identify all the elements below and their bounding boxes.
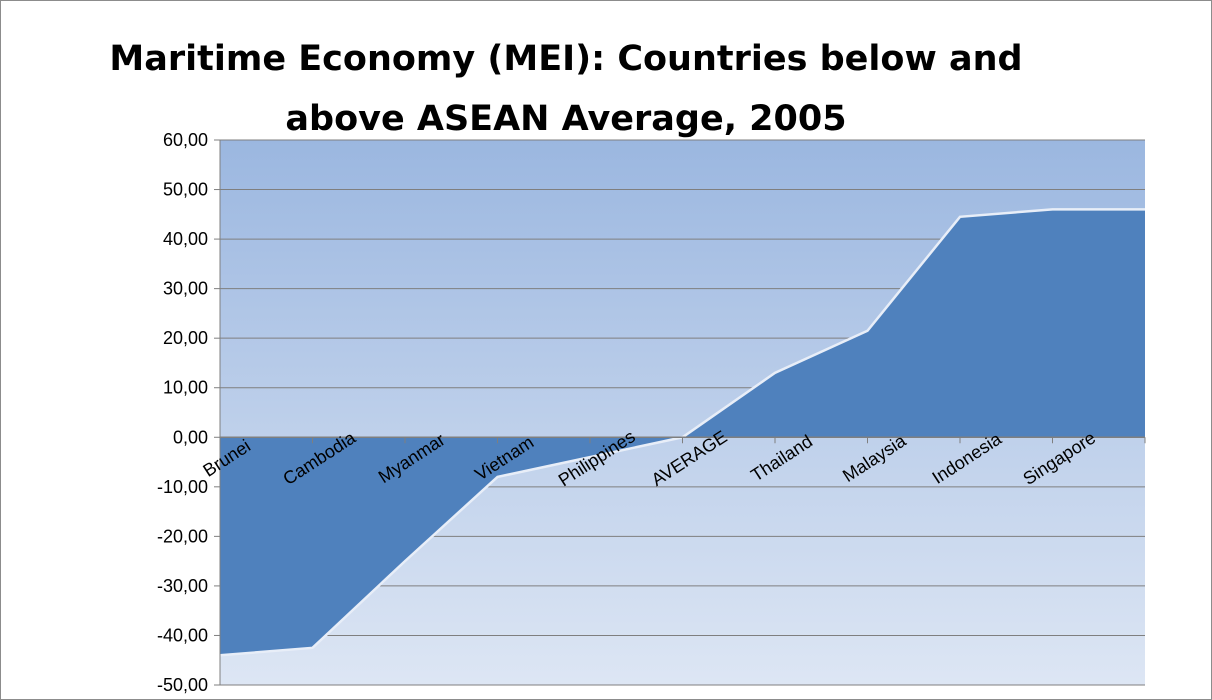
y-tick-label: 60,00 [163, 130, 208, 150]
chart-title-line-1: Maritime Economy (MEI): Countries below … [109, 39, 1023, 79]
y-tick-label: 10,00 [163, 378, 208, 398]
y-tick-label: 30,00 [163, 279, 208, 299]
y-tick-label: -20,00 [157, 526, 208, 546]
y-tick-label: -10,00 [157, 477, 208, 497]
axes [214, 139, 1146, 686]
y-tick-label: 50,00 [163, 180, 208, 200]
y-tick-label: -30,00 [157, 576, 208, 596]
chart-title-line-2: above ASEAN Average, 2005 [285, 99, 847, 139]
y-tick-label: 40,00 [163, 229, 208, 249]
area-fill [220, 209, 1145, 656]
y-tick-label: -50,00 [157, 675, 208, 695]
y-tick-label: -40,00 [157, 625, 208, 645]
y-tick-label: 0,00 [173, 427, 208, 447]
y-tick-label: 20,00 [163, 328, 208, 348]
y-axis-labels: 60,00 50,00 40,00 30,00 20,00 10,00 0,00 -10,00… [157, 130, 208, 695]
